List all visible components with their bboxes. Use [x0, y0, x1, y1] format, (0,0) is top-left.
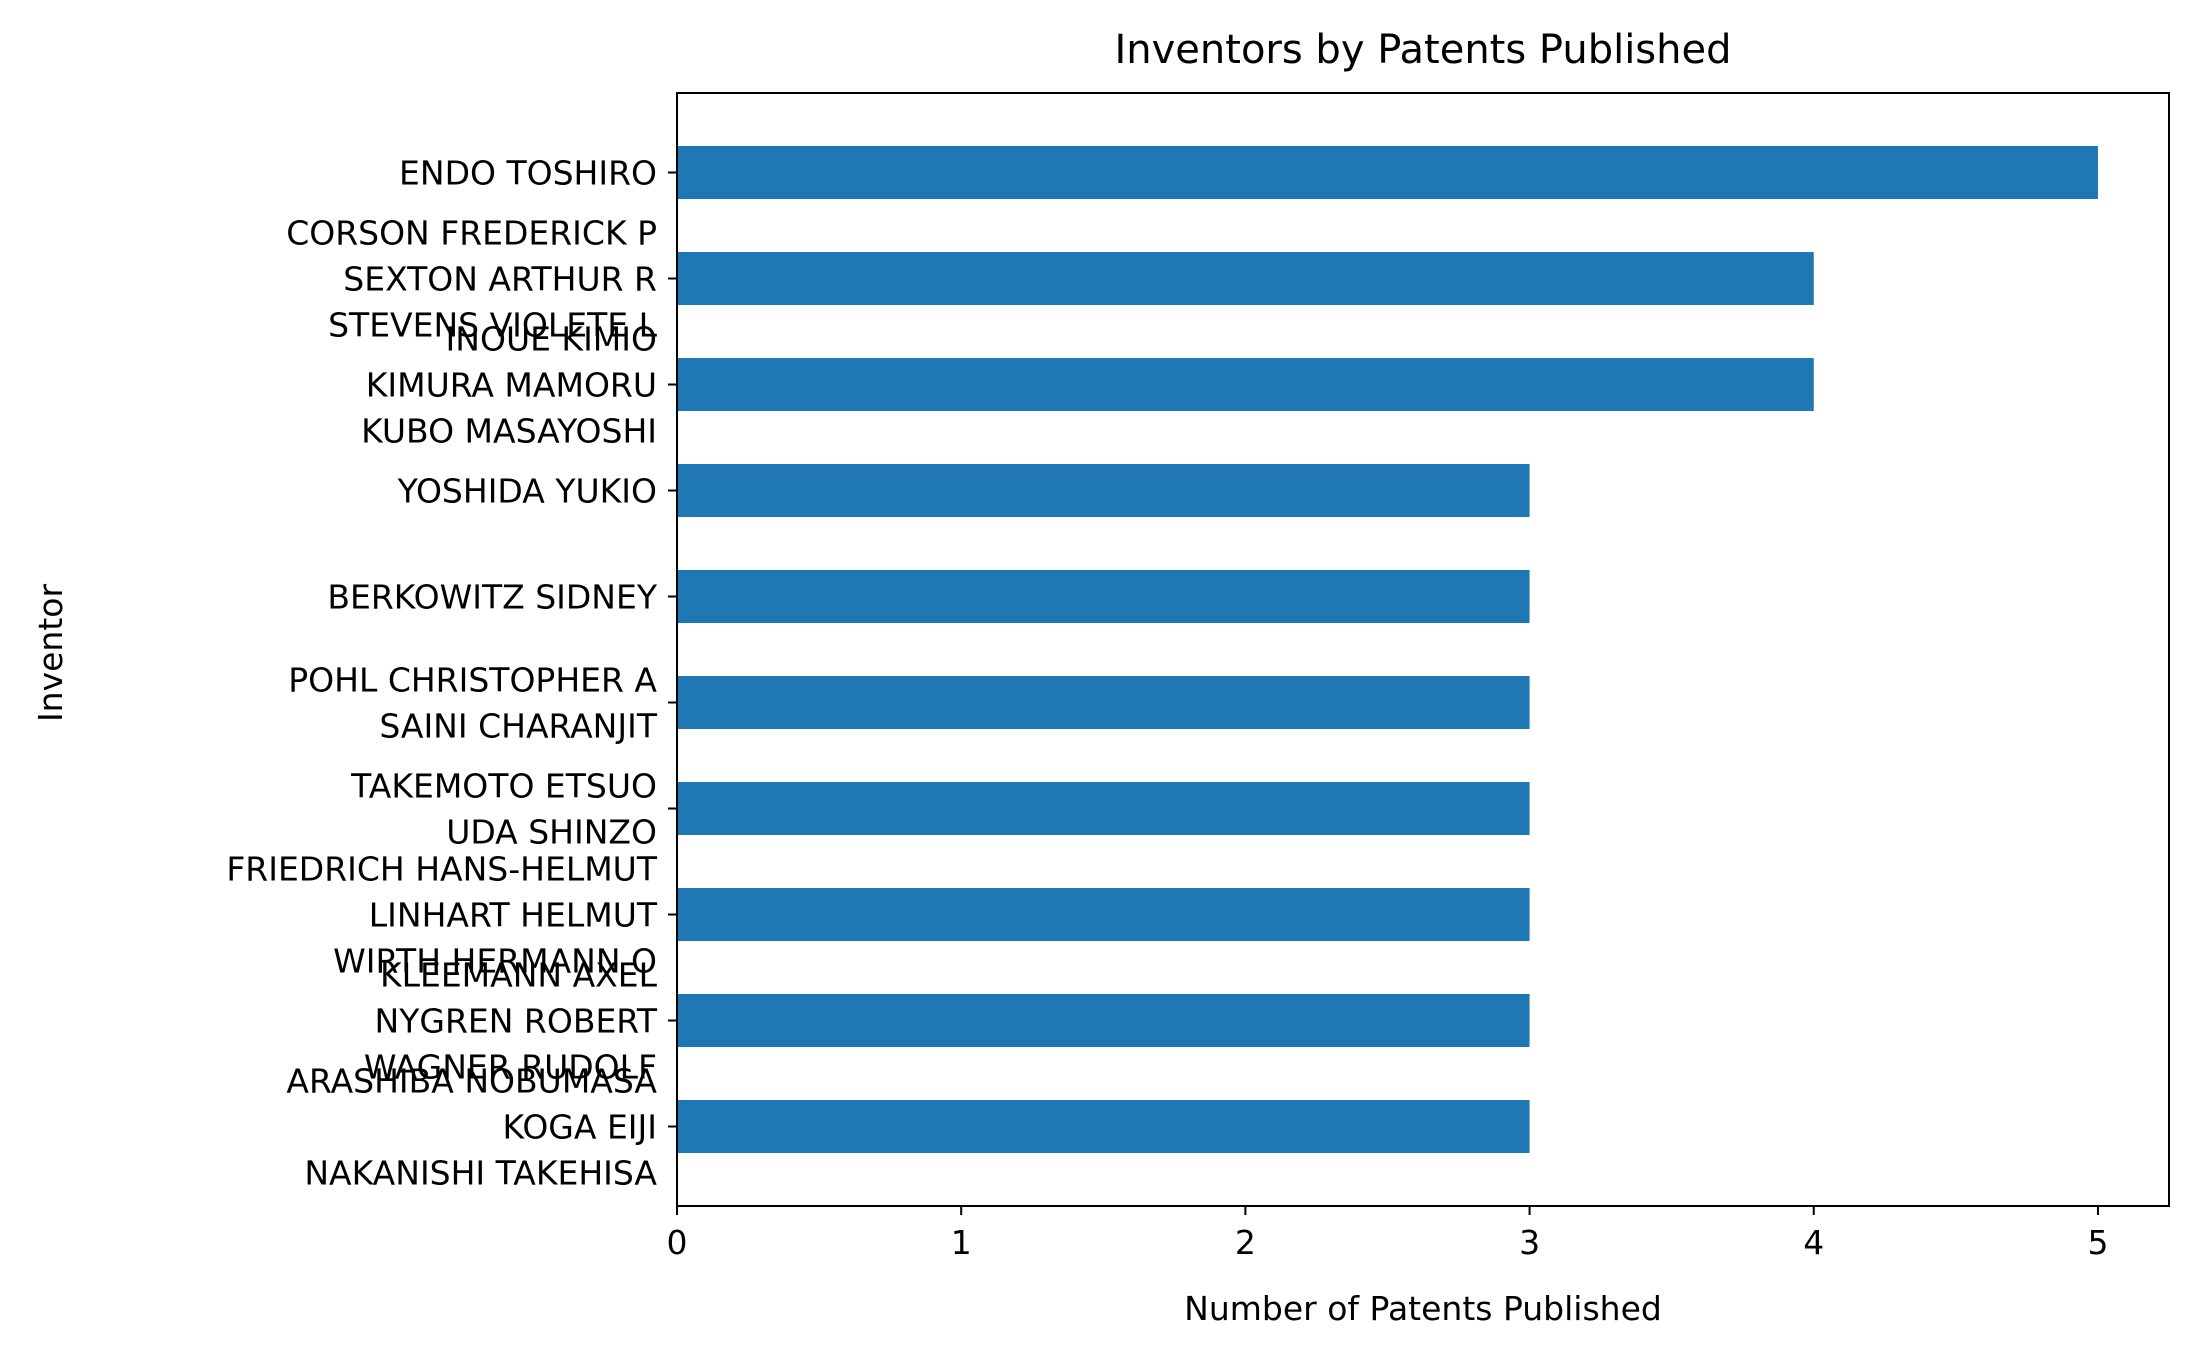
y-tick-label: NAKANISHI TAKEHISA	[304, 1154, 657, 1193]
y-tick-label: POHL CHRISTOPHER A	[288, 661, 657, 700]
x-tick-label: 0	[667, 1223, 688, 1262]
x-axis-label: Number of Patents Published	[1184, 1289, 1662, 1328]
x-tick-label: 2	[1235, 1223, 1256, 1262]
bar	[677, 1100, 1530, 1153]
y-tick-label: NYGREN ROBERT	[375, 1002, 658, 1041]
bar	[677, 570, 1530, 623]
x-tick-label: 5	[2087, 1223, 2108, 1262]
y-tick-label: SEXTON ARTHUR R	[343, 260, 657, 299]
y-tick-label: SAINI CHARANJIT	[379, 707, 658, 746]
bar	[677, 252, 1814, 305]
y-tick-label: BERKOWITZ SIDNEY	[327, 578, 657, 617]
y-tick-label: UDA SHINZO	[446, 813, 657, 852]
x-ticks: 0 1 2 3 4 5	[667, 1206, 2109, 1262]
bar	[677, 888, 1530, 941]
y-tick-label: KLEEMANN AXEL	[380, 956, 658, 995]
bar	[677, 146, 2098, 199]
y-tick-label: ARASHIBA NOBUMASA	[286, 1062, 657, 1101]
bars	[677, 146, 2098, 1153]
y-tick-label: ENDO TOSHIRO	[399, 154, 657, 193]
y-tick-label: KIMURA MAMORU	[366, 366, 657, 405]
x-tick-label: 1	[951, 1223, 972, 1262]
bar	[677, 676, 1530, 729]
y-tick-label: FRIEDRICH HANS-HELMUT	[226, 850, 658, 889]
y-ticks: ENDO TOSHIRO CORSON FREDERICK P SEXTON ART…	[226, 154, 677, 1193]
x-tick-label: 3	[1519, 1223, 1540, 1262]
bar	[677, 782, 1530, 835]
bar	[677, 358, 1814, 411]
bar	[677, 994, 1530, 1047]
chart-title: Inventors by Patents Published	[1114, 27, 1731, 73]
y-tick-label: KUBO MASAYOSHI	[361, 412, 657, 451]
y-tick-label: CORSON FREDERICK P	[286, 214, 657, 253]
y-axis-label: Inventor	[31, 584, 70, 723]
y-tick-label: INOUE KIMIO	[446, 320, 657, 359]
y-tick-label: YOSHIDA YUKIO	[397, 472, 657, 511]
x-tick-label: 4	[1803, 1223, 1824, 1262]
y-tick-label: LINHART HELMUT	[369, 896, 658, 935]
y-tick-label: KOGA EIJI	[503, 1108, 658, 1147]
y-tick-label: TAKEMOTO ETSUO	[350, 767, 657, 806]
bar	[677, 464, 1530, 517]
